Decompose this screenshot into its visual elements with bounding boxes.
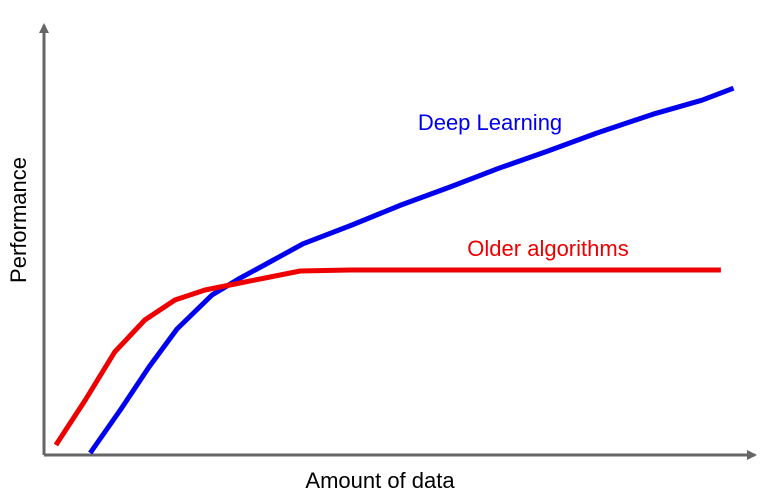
y-axis-label: Performance (6, 157, 31, 283)
x-axis-label: Amount of data (305, 468, 455, 493)
series-label: Deep Learning (418, 110, 562, 135)
line-series (88, 85, 735, 455)
series-label: Older algorithms (467, 236, 628, 261)
line-series (53, 267, 721, 447)
